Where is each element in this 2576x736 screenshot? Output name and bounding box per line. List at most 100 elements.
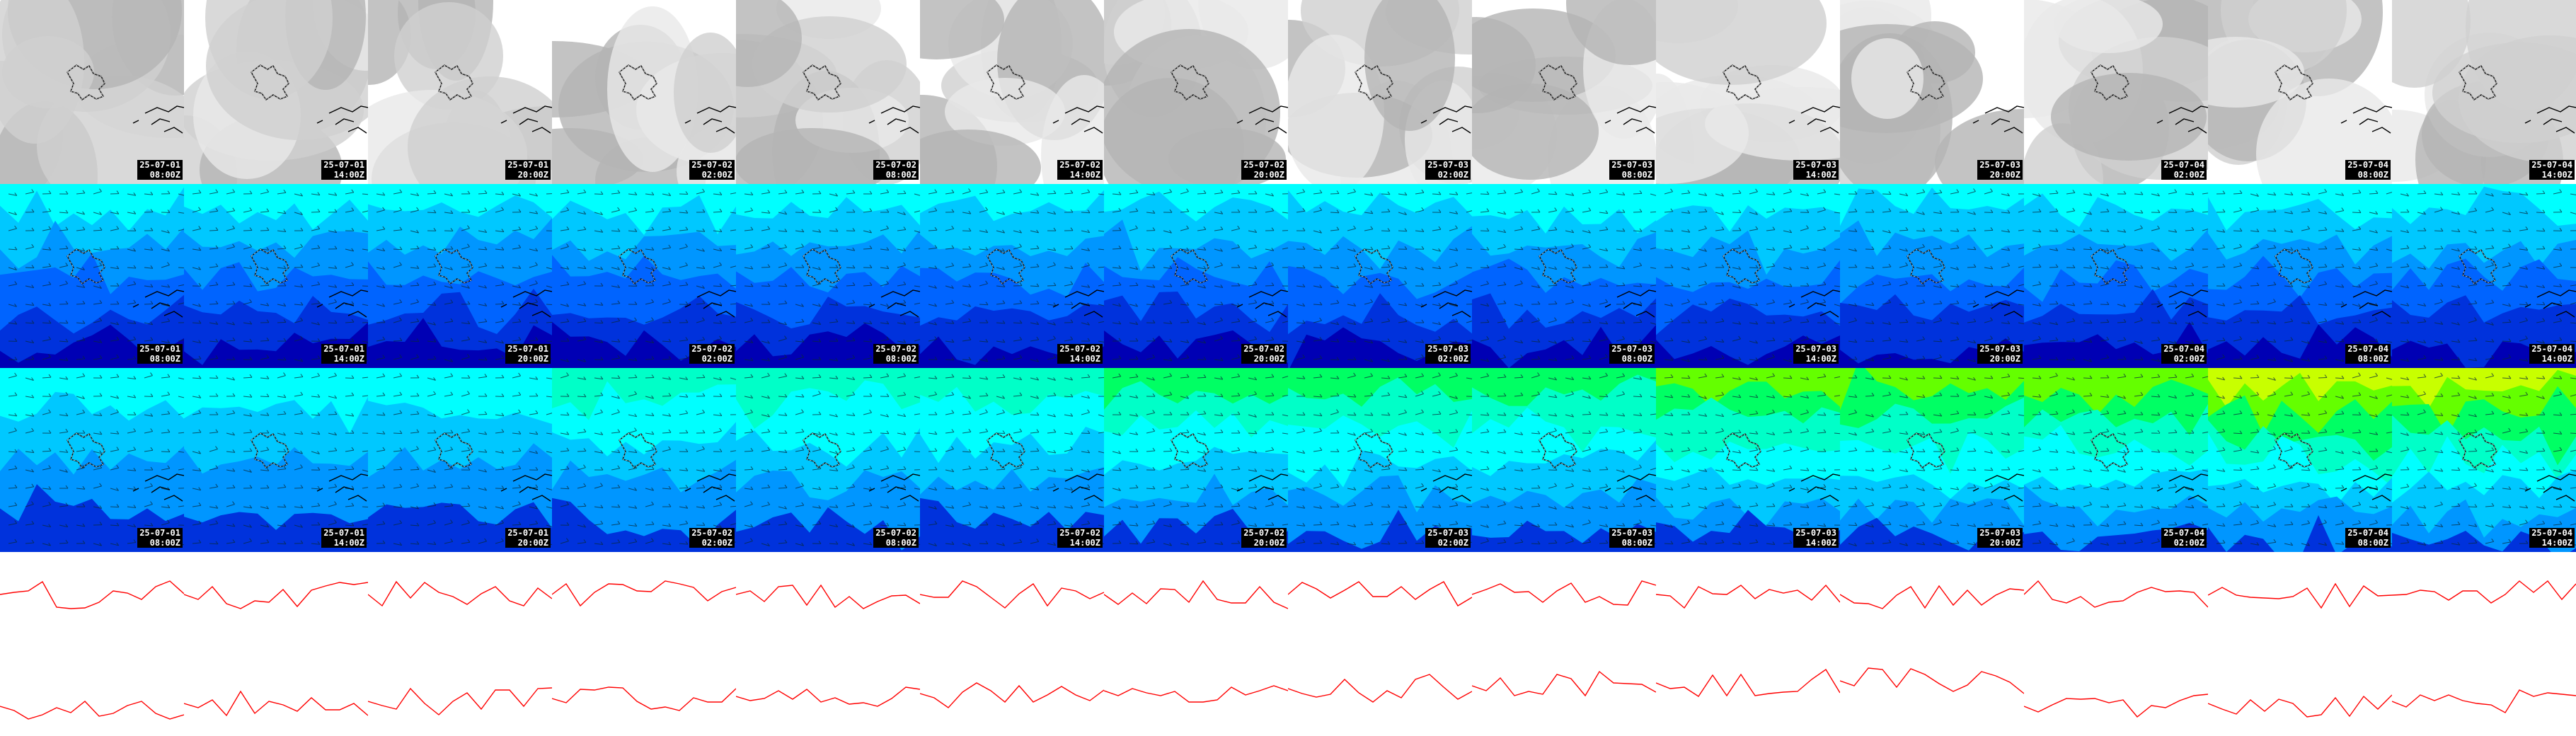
wind-high-map-canvas [1840,368,2024,552]
pressure-map-panel [184,552,368,736]
forecast-time: 02:00Z [2173,354,2204,364]
forecast-time: 08:00Z [885,354,916,364]
forecast-time: 08:00Z [2357,170,2388,180]
cloud-cover-map-panel: 25-07-04 08:00Z [2208,0,2392,184]
forecast-time-stamp: 25-07-03 20:00Z [1977,344,2023,364]
forecast-time: 02:00Z [1437,354,1468,364]
forecast-date: 25-07-02 [1243,344,1284,354]
forecast-time-stamp: 25-07-03 14:00Z [1793,160,1839,180]
forecast-date: 25-07-01 [507,160,548,170]
forecast-time: 08:00Z [1621,538,1652,548]
cloud-cover-map-canvas [920,0,1104,184]
pressure-map-canvas [1104,552,1288,736]
forecast-date: 25-07-01 [139,528,180,538]
forecast-time-stamp: 25-07-04 02:00Z [2161,344,2207,364]
forecast-time-stamp: 25-07-04 08:00Z [2345,528,2391,548]
forecast-time: 20:00Z [1253,538,1284,548]
pressure-map-panel [1656,552,1840,736]
wind-high-map-panel: 25-07-03 02:00Z [1288,368,1472,552]
forecast-time-stamp: 25-07-02 02:00Z [689,160,735,180]
cloud-cover-map-canvas [1656,0,1840,184]
wind-low-map-canvas [2024,184,2208,368]
forecast-time-stamp: 25-07-04 14:00Z [2529,344,2575,364]
wind-high-map-canvas [552,368,736,552]
wind-high-map-panel: 25-07-03 20:00Z [1840,368,2024,552]
wind-high-map-canvas [2024,368,2208,552]
pressure-map-canvas [1288,552,1472,736]
wind-low-map-canvas [2392,184,2576,368]
forecast-date: 25-07-04 [2163,344,2204,354]
forecast-date: 25-07-03 [1795,160,1836,170]
forecast-date: 25-07-01 [323,344,364,354]
pressure-map-panel [2024,552,2208,736]
wind-high-map-canvas [1104,368,1288,552]
wind-high-map-panel: 25-07-01 14:00Z [184,368,368,552]
forecast-time: 08:00Z [149,170,180,180]
pressure-map-canvas [2208,552,2392,736]
forecast-date: 25-07-02 [1059,528,1100,538]
pressure-map-panel [736,552,920,736]
forecast-date: 25-07-03 [1795,528,1836,538]
wind-low-map-panel: 25-07-03 20:00Z [1840,184,2024,368]
forecast-time-stamp: 25-07-02 20:00Z [1241,344,1287,364]
forecast-date: 25-07-01 [323,528,364,538]
forecast-time: 08:00Z [885,170,916,180]
wind-low-map-canvas [736,184,920,368]
wind-low-map-canvas [1472,184,1656,368]
cloud-cover-map-panel: 25-07-02 08:00Z [736,0,920,184]
forecast-time: 14:00Z [1805,354,1836,364]
forecast-time: 20:00Z [1253,170,1284,180]
wind-low-map-panel: 25-07-02 14:00Z [920,184,1104,368]
forecast-time-stamp: 25-07-03 14:00Z [1793,344,1839,364]
forecast-date: 25-07-04 [2163,528,2204,538]
wind-low-map-canvas [368,184,552,368]
forecast-date: 25-07-02 [1059,344,1100,354]
forecast-date: 25-07-03 [1979,160,2020,170]
wind-low-map-canvas [920,184,1104,368]
forecast-time: 14:00Z [1069,354,1100,364]
forecast-time-stamp: 25-07-01 08:00Z [137,344,183,364]
forecast-date: 25-07-03 [1795,344,1836,354]
forecast-time: 14:00Z [1069,170,1100,180]
cloud-cover-map-canvas [368,0,552,184]
wind-high-map-panel: 25-07-01 20:00Z [368,368,552,552]
forecast-time-stamp: 25-07-01 20:00Z [505,528,551,548]
forecast-time-stamp: 25-07-03 20:00Z [1977,160,2023,180]
cloud-cover-map-canvas [2208,0,2392,184]
forecast-time: 02:00Z [701,170,732,180]
cloud-cover-map-panel: 25-07-04 02:00Z [2024,0,2208,184]
forecast-time-stamp: 25-07-04 14:00Z [2529,160,2575,180]
wind-low-map-canvas [1840,184,2024,368]
wind-low-map-canvas [1104,184,1288,368]
forecast-time: 08:00Z [2357,538,2388,548]
forecast-time-stamp: 25-07-01 08:00Z [137,160,183,180]
cloud-cover-map-panel: 25-07-02 02:00Z [552,0,736,184]
cloud-cover-map-panel: 25-07-02 20:00Z [1104,0,1288,184]
forecast-date: 25-07-02 [875,160,916,170]
pressure-map-panel [920,552,1104,736]
pressure-map-canvas [1840,552,2024,736]
forecast-time-stamp: 25-07-03 08:00Z [1609,160,1655,180]
forecast-time-stamp: 25-07-03 02:00Z [1425,344,1471,364]
forecast-date: 25-07-01 [507,344,548,354]
forecast-date: 25-07-02 [691,528,732,538]
pressure-map-canvas [920,552,1104,736]
forecast-date: 25-07-01 [507,528,548,538]
forecast-date: 25-07-02 [1059,160,1100,170]
cloud-cover-map-canvas [736,0,920,184]
pressure-map-canvas [1472,552,1656,736]
pressure-map-panel [1840,552,2024,736]
cloud-cover-map-panel: 25-07-01 20:00Z [368,0,552,184]
forecast-time: 08:00Z [1621,354,1652,364]
forecast-date: 25-07-02 [691,160,732,170]
wind-low-map-canvas [2208,184,2392,368]
forecast-time: 02:00Z [701,538,732,548]
forecast-date: 25-07-03 [1427,160,1468,170]
forecast-time-stamp: 25-07-03 02:00Z [1425,528,1471,548]
forecast-time-stamp: 25-07-01 20:00Z [505,160,551,180]
cloud-cover-map-canvas [1840,0,2024,184]
wind-high-map-canvas [1656,368,1840,552]
forecast-time: 02:00Z [1437,538,1468,548]
forecast-time-stamp: 25-07-02 08:00Z [873,344,919,364]
forecast-time-stamp: 25-07-03 20:00Z [1977,528,2023,548]
